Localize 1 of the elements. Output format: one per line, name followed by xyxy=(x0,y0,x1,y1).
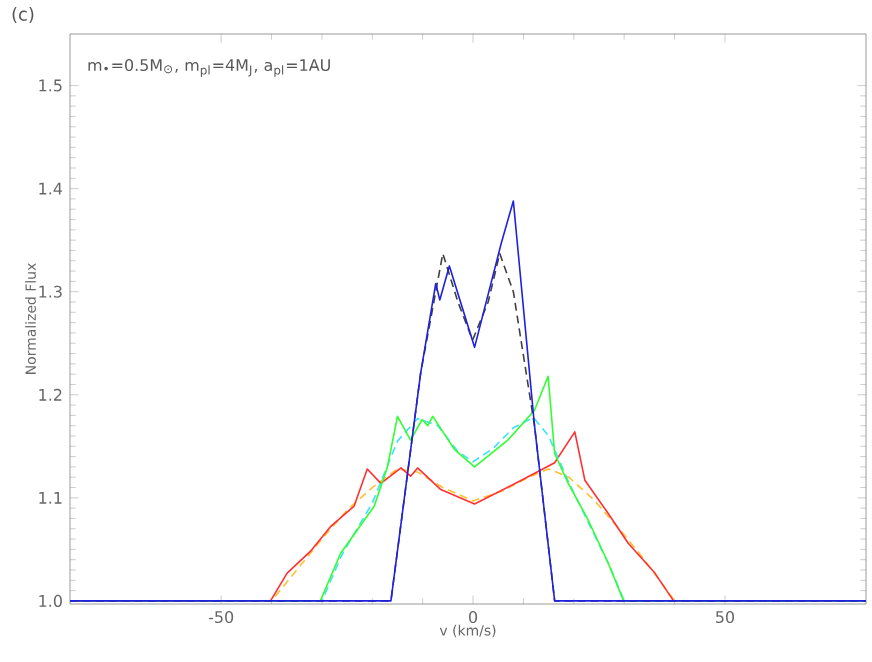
text: (c) xyxy=(12,7,34,24)
